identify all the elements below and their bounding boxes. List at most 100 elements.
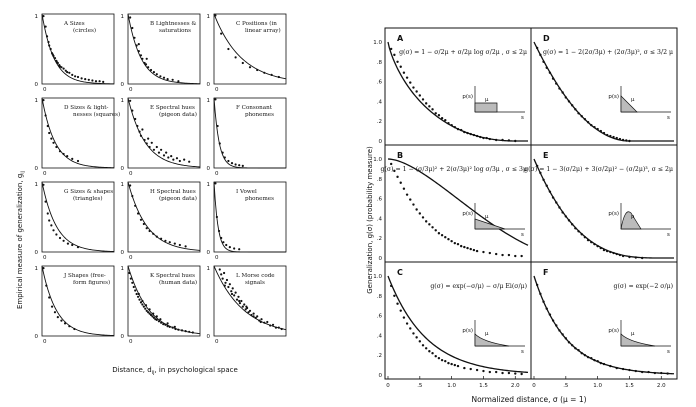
data-point [415, 336, 418, 339]
data-point [234, 56, 237, 59]
axis-tick-1: 1 [121, 266, 125, 272]
axis-tick-0: 0 [121, 334, 125, 340]
data-point [233, 247, 236, 250]
data-point [577, 349, 580, 352]
data-point [615, 366, 618, 370]
axis-tick-0: 0 [121, 166, 125, 172]
data-point [55, 233, 58, 236]
panel-formula: g(σ) = 1 − σ/2μ + σ/2μ log σ/2μ , σ ≤ 2μ [399, 49, 527, 56]
data-point [447, 361, 450, 365]
panel-title-line1: I Vowel [236, 189, 257, 195]
y-tick-label: 0 [379, 373, 383, 379]
data-point [482, 369, 485, 373]
data-point [64, 69, 67, 72]
data-point [596, 359, 599, 363]
inset-s-label: s [521, 115, 524, 121]
data-point [53, 57, 57, 60]
data-point [139, 301, 143, 304]
data-point [152, 232, 155, 235]
inset-density-shape [474, 102, 498, 113]
data-point [166, 78, 169, 81]
data-point [237, 295, 240, 298]
data-point [421, 344, 425, 347]
data-point [76, 159, 80, 163]
right-panel-e: Eg(σ) = 1 − 3(σ/2μ) + 3(σ/2μ)² − (σ/2μ)³… [524, 144, 678, 263]
data-point [155, 318, 158, 321]
data-point [230, 292, 234, 296]
data-point [514, 372, 517, 375]
data-point [184, 330, 187, 333]
data-point [52, 54, 55, 58]
x-tick-label: 2.0 [657, 383, 666, 389]
data-point [555, 324, 558, 327]
axis-tick-1: 1 [35, 266, 39, 272]
data-point [227, 285, 230, 289]
data-point [539, 53, 542, 57]
data-point [472, 248, 476, 252]
data-point [141, 303, 144, 306]
data-point [444, 359, 447, 363]
panel-letter: B [397, 151, 403, 160]
panel-title-line2: (pigeon data) [159, 111, 197, 118]
data-point [155, 145, 158, 149]
data-point [564, 96, 568, 99]
inset-density-shape [474, 218, 506, 230]
panel-title: H Spectral hues (pigeon data) [150, 189, 197, 202]
right-xlabel: Normalized distance, σ (μ = 1) [471, 395, 586, 404]
data-point [145, 309, 148, 312]
axis-tick-1: 1 [121, 98, 125, 104]
left-panel-a: 1 00 A Sizes (circles) [35, 13, 115, 93]
data-point [48, 44, 51, 47]
data-point [494, 370, 498, 374]
data-point [485, 136, 488, 140]
data-point [615, 136, 618, 140]
data-point [243, 303, 246, 306]
data-point [58, 150, 62, 153]
data-point [258, 319, 261, 322]
data-point [431, 108, 434, 111]
data-point [567, 100, 571, 103]
data-point [542, 60, 545, 63]
data-point [68, 325, 71, 328]
right-panel-d: Dg(σ) = 1 − 2(2σ/3μ) + (2σ/3μ)², σ ≤ 3/2… [530, 27, 678, 146]
data-point [602, 362, 606, 366]
data-point [56, 61, 59, 65]
data-point [271, 323, 275, 326]
inset-p-label: p(s) [608, 211, 619, 217]
data-point [80, 77, 83, 80]
panel-title-line2: nesses (squares) [73, 111, 120, 118]
data-point [418, 340, 422, 343]
data-point [412, 203, 415, 206]
density-inset: p(s) μ s [462, 320, 525, 355]
data-point [459, 244, 463, 248]
data-point [149, 313, 153, 317]
data-point [47, 40, 50, 44]
data-point [399, 181, 402, 184]
data-point [148, 308, 151, 311]
data-point [71, 243, 74, 247]
panel-title-line1: G Sizes & shapes [64, 189, 113, 195]
density-inset: p(s) μ s [608, 203, 671, 238]
data-point [409, 198, 412, 201]
axis-tick-0: 0 [35, 250, 39, 256]
axis-tick-1: 1 [121, 182, 125, 188]
data-point [171, 78, 174, 81]
data-point [139, 54, 143, 57]
data-point [551, 196, 555, 199]
data-point [76, 246, 80, 249]
data-point [222, 241, 225, 244]
data-point [139, 134, 143, 137]
data-point [142, 222, 145, 226]
fit-curve [533, 275, 675, 375]
data-point [583, 236, 587, 239]
data-point [450, 123, 453, 127]
axis-tick-1: 1 [207, 14, 211, 20]
data-point [574, 108, 577, 111]
panel-frame [127, 265, 201, 337]
data-point [453, 125, 457, 129]
data-point [501, 371, 504, 375]
data-point [50, 305, 54, 308]
data-point [440, 234, 444, 237]
inset-density-shape [620, 211, 642, 230]
data-point [53, 311, 57, 314]
